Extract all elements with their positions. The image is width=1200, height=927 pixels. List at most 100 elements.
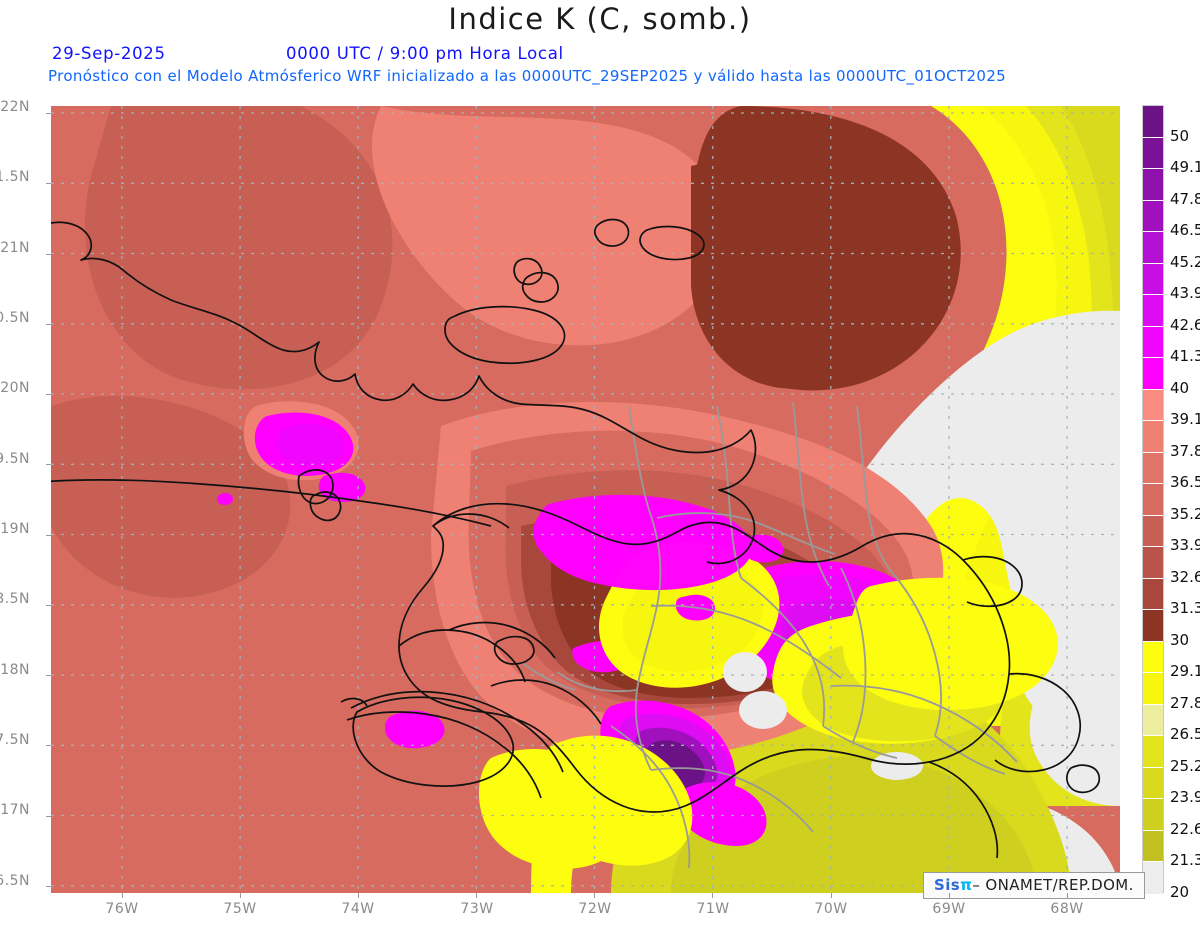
colorbar-tick-label: 30: [1170, 630, 1190, 649]
y-tick-mark: [46, 394, 51, 396]
x-tick-label: 68W: [1050, 901, 1084, 917]
logo-sis-text: Sis: [934, 876, 961, 894]
colorbar-tick-label: 41.3: [1170, 347, 1200, 366]
colorbar-tick-label: 37.8: [1170, 441, 1200, 460]
y-tick-mark: [46, 183, 51, 185]
forecast-time-utc-local: 0000 UTC / 9:00 pm Hora Local: [286, 44, 564, 63]
y-tick-label: 16.5N: [0, 873, 30, 889]
colorbar-tick-label: 31.3: [1170, 599, 1200, 618]
colorbar-swatch: [1143, 263, 1163, 296]
y-tick-mark: [46, 253, 51, 255]
colorbar-tick-label: 21.3: [1170, 851, 1200, 870]
colorbar-tick-label: 35.2: [1170, 504, 1200, 523]
colorbar-swatch: [1143, 736, 1163, 768]
y-tick-label: 20N: [0, 380, 30, 396]
colorbar-swatch: [1143, 200, 1163, 233]
colorbar-swatch: [1143, 704, 1163, 737]
coastlines: [51, 218, 1101, 859]
y-tick-label: 18N: [0, 662, 30, 678]
colorbar-tick-label: 23.9: [1170, 788, 1200, 807]
colorbar-tick-label: 32.6: [1170, 567, 1200, 586]
colorbar-tick-label: 49.1: [1170, 158, 1200, 177]
x-tick-mark: [239, 893, 241, 898]
colorbar-swatch: [1143, 799, 1163, 831]
agency-logo: Sisπ– ONAMET/REP.DOM.: [923, 872, 1145, 899]
y-tick-mark: [46, 675, 51, 677]
colorbar-swatch: [1143, 295, 1163, 327]
y-tick-mark: [46, 323, 51, 325]
colorbar-tick-label: 33.9: [1170, 536, 1200, 555]
colorbar-swatch: [1143, 484, 1163, 516]
y-tick-label: 19N: [0, 521, 30, 537]
colorbar-swatch: [1143, 830, 1163, 863]
colorbar-tick-label: 36.5: [1170, 473, 1200, 492]
x-tick-label: 70W: [814, 901, 848, 917]
colorbar-tick-label: 45.2: [1170, 252, 1200, 271]
colorbar-swatch: [1143, 862, 1163, 894]
colorbar-tick-label: 43.9: [1170, 284, 1200, 303]
x-tick-label: 74W: [341, 901, 375, 917]
shaded-field: [51, 106, 1120, 893]
colorbar-swatch: [1143, 547, 1163, 579]
y-tick-label: 21N: [0, 240, 30, 256]
x-tick-label: 75W: [223, 901, 257, 917]
colorbar-swatch: [1143, 421, 1163, 453]
y-tick-mark: [46, 745, 51, 747]
page-title: Indice K (C, somb.): [448, 2, 752, 36]
x-tick-label: 72W: [578, 901, 612, 917]
colorbar-swatch: [1143, 641, 1163, 674]
x-tick-mark: [1066, 893, 1068, 898]
colorbar-swatch: [1143, 452, 1163, 485]
colorbar-swatch: [1143, 358, 1163, 390]
colorbar-tick-label: 47.8: [1170, 189, 1200, 208]
y-tick-label: 22N: [0, 99, 30, 115]
colorbar-tick-label: 25.2: [1170, 756, 1200, 775]
y-tick-mark: [46, 534, 51, 536]
colorbar-swatch: [1143, 389, 1163, 422]
colorbar-tick-label: 26.5: [1170, 725, 1200, 744]
colorbar-tick-label: 50: [1170, 126, 1190, 145]
y-tick-mark: [46, 113, 51, 115]
x-tick-label: 69W: [932, 901, 966, 917]
contour-map: [51, 106, 1120, 893]
x-tick-mark: [121, 893, 123, 898]
colorbar-tick-label: 42.6: [1170, 315, 1200, 334]
y-tick-mark: [46, 464, 51, 466]
x-tick-label: 73W: [460, 901, 494, 917]
colorbar-swatch: [1143, 326, 1163, 359]
y-tick-label: 21.5N: [0, 169, 30, 185]
y-tick-mark: [46, 885, 51, 887]
map-plot-area[interactable]: [51, 106, 1120, 893]
colorbar-swatch: [1143, 515, 1163, 548]
colorbar-swatch: [1143, 767, 1163, 800]
y-tick-mark: [46, 604, 51, 606]
model-subtitle: Pronóstico con el Modelo Atmósferico WRF…: [48, 67, 1007, 85]
y-tick-label: 17.5N: [0, 732, 30, 748]
colorbar-tick-label: 22.6: [1170, 819, 1200, 838]
colorbar-swatch: [1143, 232, 1163, 264]
colorbar-tick-label: 39.1: [1170, 410, 1200, 429]
y-tick-mark: [46, 815, 51, 817]
colorbar-tick-label: 29.1: [1170, 662, 1200, 681]
logo-agency-text: – ONAMET/REP.DOM.: [972, 876, 1134, 894]
colorbar-swatch: [1143, 673, 1163, 705]
colorbar-tick-label: 40: [1170, 378, 1190, 397]
colorbar-tick-label: 46.5: [1170, 221, 1200, 240]
x-tick-label: 76W: [105, 901, 139, 917]
x-tick-label: 71W: [696, 901, 730, 917]
x-tick-mark: [594, 893, 596, 898]
colorbar-swatch: [1143, 169, 1163, 201]
x-tick-mark: [712, 893, 714, 898]
y-tick-label: 19.5N: [0, 451, 30, 467]
colorbar-swatch: [1143, 578, 1163, 611]
colorbar-swatch: [1143, 106, 1163, 138]
y-tick-label: 18.5N: [0, 591, 30, 607]
y-tick-label: 17N: [0, 802, 30, 818]
y-tick-label: 20.5N: [0, 310, 30, 326]
colorbar-tick-label: 20: [1170, 883, 1190, 901]
logo-pi-icon: π: [960, 876, 973, 894]
x-tick-mark: [830, 893, 832, 898]
colorbar[interactable]: [1142, 105, 1164, 894]
colorbar-tick-label: 27.8: [1170, 693, 1200, 712]
colorbar-swatch: [1143, 137, 1163, 170]
